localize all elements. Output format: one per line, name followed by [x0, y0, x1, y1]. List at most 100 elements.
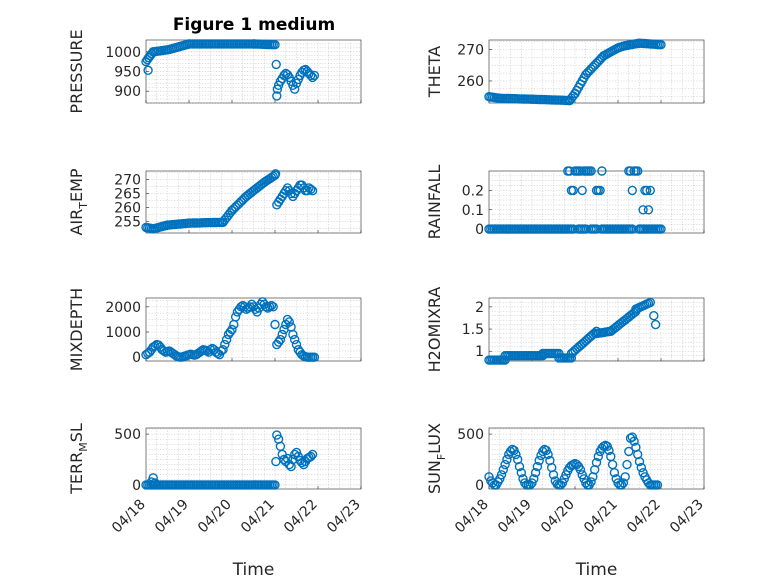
data-point [256, 299, 266, 309]
data-point [306, 451, 316, 462]
data-point [227, 324, 237, 335]
data-point [642, 185, 652, 196]
y-tick-label: 0.1 [462, 203, 484, 219]
data-point [609, 468, 620, 478]
data-point [279, 70, 289, 81]
y-axis-label: H2OMIXRA [425, 287, 444, 373]
y-tick-label: 1000 [105, 45, 141, 61]
data-point [618, 478, 629, 488]
data-point [309, 70, 320, 81]
data-point [205, 345, 216, 355]
y-tick-label: 1.5 [462, 322, 484, 338]
y-tick-label: 260 [114, 201, 141, 217]
series-markers [141, 169, 318, 234]
y-axis-label: SUNFLUX [425, 423, 448, 494]
data-point [638, 205, 648, 215]
y-axis-label: RAINFALL [425, 165, 444, 240]
y-tick-label: 265 [114, 187, 141, 203]
data-point [309, 352, 320, 362]
data-point [288, 454, 298, 465]
data-point [636, 462, 646, 473]
data-point [282, 314, 293, 325]
x-tick-label: 04/22 [281, 497, 321, 537]
y-axis-label: THETA [425, 46, 444, 98]
x-axis-label: Time [232, 560, 275, 580]
x-tick-label: 04/20 [195, 497, 235, 537]
data-point [288, 329, 298, 340]
series-markers [484, 166, 666, 234]
series-markers [141, 430, 318, 490]
x-tick-label: 04/22 [624, 497, 664, 537]
data-point [566, 353, 577, 363]
series-markers [141, 39, 320, 101]
data-point [568, 185, 578, 196]
data-point [602, 441, 612, 451]
y-tick-label: 950 [114, 65, 141, 81]
data-point [500, 459, 510, 470]
y-tick-label: 0 [132, 478, 141, 494]
y-tick-label: 500 [114, 427, 141, 443]
x-tick-label: 04/21 [238, 497, 278, 537]
x-tick-label: 04/18 [452, 497, 492, 537]
y-tick-label: 900 [114, 84, 141, 100]
data-point [268, 171, 278, 182]
series-markers [141, 297, 320, 362]
x-tick-label: 04/23 [324, 497, 364, 537]
y-tick-label: 0.2 [462, 183, 484, 199]
data-point [272, 91, 282, 101]
data-point [595, 185, 605, 196]
x-tick-label: 04/20 [538, 497, 578, 537]
data-point [543, 449, 553, 460]
data-point [143, 65, 153, 76]
chart-panel-7: 500 0 04/18 04/19 04/20 04/21 04/22 04/23 TERRMS… [67, 423, 364, 580]
data-point [264, 302, 275, 312]
data-point [502, 454, 512, 465]
data-point [266, 300, 277, 311]
data-point [575, 465, 586, 475]
data-point [273, 337, 284, 347]
y-tick-label: 0 [475, 222, 484, 238]
y-tick-label: 1000 [105, 325, 141, 341]
chart-panel-6: 2 1.5 1 H2OMIXRA [425, 287, 705, 373]
data-point [575, 166, 586, 176]
data-point [624, 446, 634, 457]
y-tick-label: 260 [457, 74, 484, 90]
data-point [548, 470, 559, 480]
data-point [275, 334, 286, 345]
data-point [581, 224, 591, 234]
data-point [604, 445, 614, 456]
data-point [150, 341, 160, 351]
data-point [616, 480, 627, 490]
data-point [150, 478, 160, 488]
data-point [236, 302, 246, 312]
y-tick-label: 2000 [105, 300, 141, 316]
chart-panel-8: 500 0 04/18 04/19 04/20 04/21 04/22 04/23 SUNFLU… [425, 423, 707, 580]
data-point [591, 457, 602, 468]
chart-panel-4: 0.2 0.1 0 RAINFALL [425, 165, 705, 240]
data-point [649, 311, 659, 321]
data-point [532, 461, 543, 472]
data-point [148, 473, 158, 483]
data-point [645, 185, 655, 196]
x-tick-label: 04/21 [581, 497, 621, 537]
data-point [586, 166, 596, 176]
data-point [291, 339, 302, 350]
series-markers [484, 432, 663, 490]
data-point [270, 40, 280, 50]
figure-title: Figure 1 medium [173, 15, 335, 35]
x-tick-label: 04/19 [495, 497, 535, 537]
data-point [271, 59, 281, 70]
data-point [225, 327, 235, 337]
data-point [586, 477, 596, 487]
data-point [245, 302, 255, 312]
data-point [270, 169, 281, 179]
y-tick-label: 255 [114, 215, 141, 231]
y-tick-label: 2 [475, 300, 484, 316]
x-tick-label: 04/23 [667, 497, 707, 537]
y-axis-label: MIXDEPTH [67, 288, 86, 371]
data-point [221, 334, 232, 345]
data-point [290, 84, 300, 94]
data-point [534, 455, 544, 466]
